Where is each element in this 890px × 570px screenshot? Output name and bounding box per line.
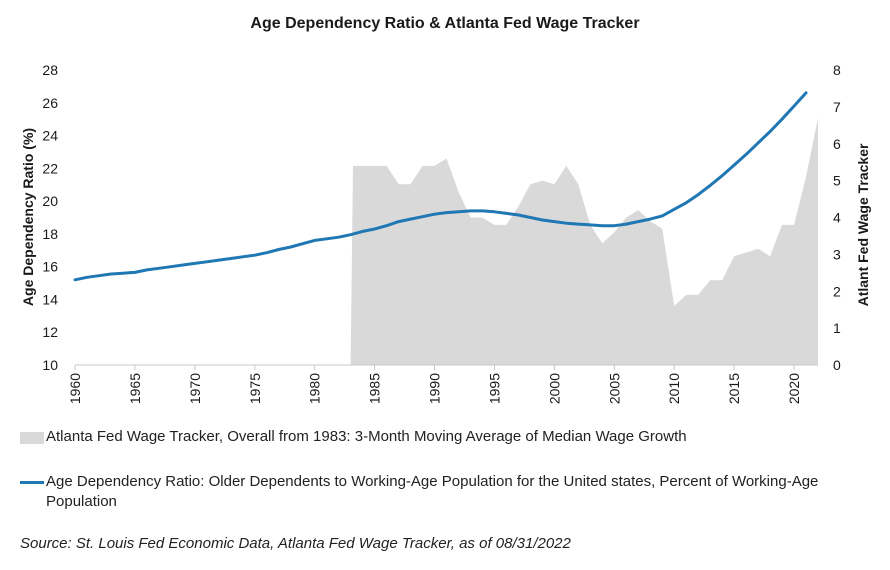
wage-tracker-area bbox=[350, 117, 818, 366]
right-tick-label: 2 bbox=[833, 283, 841, 299]
x-tick-label: 2010 bbox=[666, 373, 682, 404]
left-axis-ticks: 10 12 14 16 18 20 22 24 26 28 bbox=[42, 62, 58, 373]
x-tick-label: 2000 bbox=[546, 373, 562, 404]
x-tick-label: 2015 bbox=[726, 373, 742, 404]
x-axis-ticks: 1960 1965 1970 1975 1980 1985 1990 1995 2000 2005… bbox=[67, 365, 802, 404]
dependency-ratio-line-layer bbox=[73, 91, 808, 282]
left-tick-label: 24 bbox=[42, 128, 58, 144]
left-tick-label: 22 bbox=[42, 160, 58, 176]
right-axis-ticks: 0 1 2 3 4 5 6 7 8 bbox=[833, 62, 841, 373]
right-tick-label: 3 bbox=[833, 246, 841, 262]
left-tick-label: 10 bbox=[42, 357, 58, 373]
x-tick-label: 1985 bbox=[367, 373, 383, 404]
x-tick-label: 1970 bbox=[187, 373, 203, 404]
legend-line-swatch bbox=[20, 481, 44, 484]
source-note: Source: St. Louis Fed Economic Data, Atl… bbox=[20, 535, 571, 552]
legend-item-wage-tracker: Atlanta Fed Wage Tracker, Overall from 1… bbox=[20, 427, 687, 447]
chart-title: Age Dependency Ratio & Atlanta Fed Wage … bbox=[250, 15, 640, 32]
x-tick-label: 2020 bbox=[786, 373, 802, 404]
left-tick-label: 26 bbox=[42, 95, 58, 111]
right-tick-label: 0 bbox=[833, 357, 841, 373]
x-tick-label: 1975 bbox=[247, 373, 263, 404]
x-tick-label: 1990 bbox=[427, 373, 443, 404]
left-tick-label: 12 bbox=[42, 324, 58, 340]
left-tick-label: 16 bbox=[42, 259, 58, 275]
legend-label-dependency-ratio: Age Dependency Ratio: Older Dependents t… bbox=[46, 473, 819, 510]
left-axis-label: Age Dependency Ratio (%) bbox=[20, 128, 36, 306]
wage-tracker-area-layer bbox=[350, 117, 818, 366]
left-tick-label: 14 bbox=[42, 291, 58, 307]
right-tick-label: 6 bbox=[833, 136, 841, 152]
dependency-ratio-line bbox=[73, 91, 808, 282]
right-tick-label: 7 bbox=[833, 99, 841, 115]
right-tick-label: 1 bbox=[833, 320, 841, 336]
x-tick-label: 1965 bbox=[127, 373, 143, 404]
left-tick-label: 18 bbox=[42, 226, 58, 242]
legend-label-wage-tracker: Atlanta Fed Wage Tracker, Overall from 1… bbox=[46, 428, 687, 445]
legend-area-swatch bbox=[20, 432, 44, 444]
right-tick-label: 8 bbox=[833, 62, 841, 78]
right-tick-label: 5 bbox=[833, 173, 841, 189]
left-tick-label: 20 bbox=[42, 193, 58, 209]
x-tick-label: 1960 bbox=[67, 373, 83, 404]
x-tick-label: 2005 bbox=[606, 373, 622, 404]
right-axis-label: Atlant Fed Wage Tracker bbox=[855, 143, 871, 306]
right-tick-label: 4 bbox=[833, 210, 841, 226]
legend-item-dependency-ratio: Age Dependency Ratio: Older Dependents t… bbox=[20, 472, 850, 512]
left-tick-label: 28 bbox=[42, 62, 58, 78]
x-tick-label: 1980 bbox=[307, 373, 323, 404]
x-tick-label: 1995 bbox=[486, 373, 502, 404]
